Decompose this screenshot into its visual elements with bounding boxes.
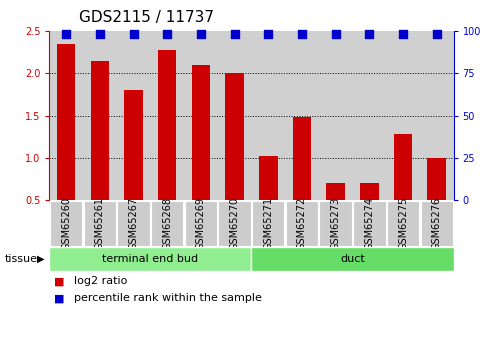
Bar (360, 183, 379, 200)
Bar (91, 61, 109, 200)
Bar (286, 201, 318, 246)
Bar (353, 201, 386, 246)
Bar (251, 31, 285, 200)
Bar (218, 201, 251, 246)
Bar (158, 50, 176, 200)
Point (96, 31, 104, 36)
Bar (83, 31, 117, 200)
Point (197, 31, 205, 36)
Bar (420, 31, 454, 200)
Text: GSM65267: GSM65267 (129, 197, 139, 250)
Point (365, 31, 373, 36)
Bar (150, 31, 184, 200)
Bar (293, 117, 311, 200)
Bar (427, 158, 446, 200)
Text: GSM65268: GSM65268 (162, 197, 172, 250)
Bar (117, 201, 150, 246)
Bar (124, 90, 143, 200)
Text: GSM65276: GSM65276 (432, 197, 442, 250)
Point (130, 31, 138, 36)
Bar (57, 44, 75, 200)
Text: GSM65260: GSM65260 (61, 197, 71, 250)
Bar (218, 31, 251, 200)
Bar (184, 31, 218, 200)
Point (62, 31, 70, 36)
Text: GSM65270: GSM65270 (230, 197, 240, 250)
Bar (285, 31, 319, 200)
Text: GDS2115 / 11737: GDS2115 / 11737 (79, 10, 214, 25)
Bar (352, 31, 386, 200)
Bar (326, 183, 345, 200)
Text: percentile rank within the sample: percentile rank within the sample (74, 294, 262, 303)
Bar (421, 201, 453, 246)
Text: duct: duct (340, 254, 365, 264)
Bar (192, 65, 210, 200)
Bar (319, 201, 352, 246)
Text: ■: ■ (54, 294, 65, 303)
Text: GSM65261: GSM65261 (95, 197, 105, 250)
Point (332, 31, 340, 36)
Point (433, 31, 441, 36)
Point (163, 31, 171, 36)
Bar (387, 201, 419, 246)
Text: GSM65271: GSM65271 (263, 197, 273, 250)
Bar (319, 31, 352, 200)
Bar (117, 31, 150, 200)
Bar (394, 134, 412, 200)
Point (298, 31, 306, 36)
Text: GSM65275: GSM65275 (398, 197, 408, 250)
Bar (49, 247, 251, 271)
Text: GSM65272: GSM65272 (297, 197, 307, 250)
Text: ▶: ▶ (37, 254, 44, 264)
Point (399, 31, 407, 36)
Bar (225, 73, 244, 200)
Text: GSM65269: GSM65269 (196, 197, 206, 250)
Point (231, 31, 239, 36)
Bar (49, 31, 83, 200)
Bar (259, 156, 278, 200)
Text: GSM65273: GSM65273 (331, 197, 341, 250)
Bar (252, 201, 284, 246)
Bar (50, 201, 82, 246)
Text: tissue: tissue (5, 254, 38, 264)
Bar (386, 31, 420, 200)
Text: GSM65274: GSM65274 (364, 197, 374, 250)
Bar (84, 201, 116, 246)
Bar (185, 201, 217, 246)
Text: log2 ratio: log2 ratio (74, 276, 127, 286)
Point (264, 31, 272, 36)
Bar (151, 201, 183, 246)
Text: ■: ■ (54, 276, 65, 286)
Text: terminal end bud: terminal end bud (103, 254, 198, 264)
Bar (251, 247, 454, 271)
